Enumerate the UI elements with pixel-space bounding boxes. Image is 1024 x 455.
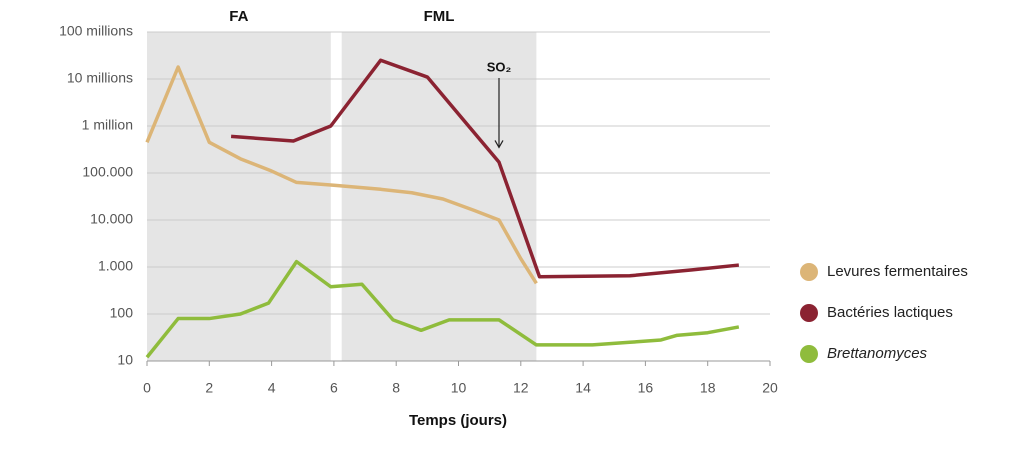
y-tick-label: 1 million bbox=[82, 117, 133, 133]
legend-marker bbox=[800, 263, 818, 281]
legend-label: Brettanomyces bbox=[827, 345, 928, 362]
y-tick-label: 1.000 bbox=[98, 258, 133, 274]
y-tick-label: 10 bbox=[117, 352, 133, 368]
data-line bbox=[145, 65, 538, 285]
y-tick-label: 10 millions bbox=[67, 70, 133, 86]
data-line bbox=[230, 58, 740, 279]
phase-label: FML bbox=[424, 8, 455, 25]
annotation: SO₂ bbox=[487, 59, 512, 74]
x-axis-label: Temps (jours) bbox=[409, 412, 507, 429]
legend-marker bbox=[800, 345, 818, 363]
phase-band bbox=[147, 32, 331, 361]
x-tick-label: 10 bbox=[451, 380, 467, 396]
x-tick-label: 14 bbox=[575, 380, 591, 396]
x-tick-label: 16 bbox=[638, 380, 654, 396]
arrow-head bbox=[494, 140, 504, 149]
y-tick-label: 100 millions bbox=[59, 23, 133, 39]
x-tick-label: 0 bbox=[143, 380, 151, 396]
legend-label: Bactéries lactiques bbox=[827, 304, 953, 321]
y-tick-label: 10.000 bbox=[90, 211, 133, 227]
x-tick-label: 8 bbox=[392, 380, 400, 396]
x-tick-label: 6 bbox=[330, 380, 338, 396]
legend-label: Levures fermentaires bbox=[827, 263, 968, 280]
phase-label: FA bbox=[229, 8, 248, 25]
x-tick-label: 20 bbox=[762, 380, 778, 396]
legend-marker bbox=[800, 304, 818, 322]
y-tick-label: 100.000 bbox=[82, 164, 133, 180]
y-tick-label: 100 bbox=[110, 305, 134, 321]
x-tick-label: 18 bbox=[700, 380, 716, 396]
x-tick-label: 4 bbox=[268, 380, 276, 396]
data-line bbox=[145, 259, 740, 359]
x-tick-label: 12 bbox=[513, 380, 529, 396]
x-tick-label: 2 bbox=[205, 380, 213, 396]
